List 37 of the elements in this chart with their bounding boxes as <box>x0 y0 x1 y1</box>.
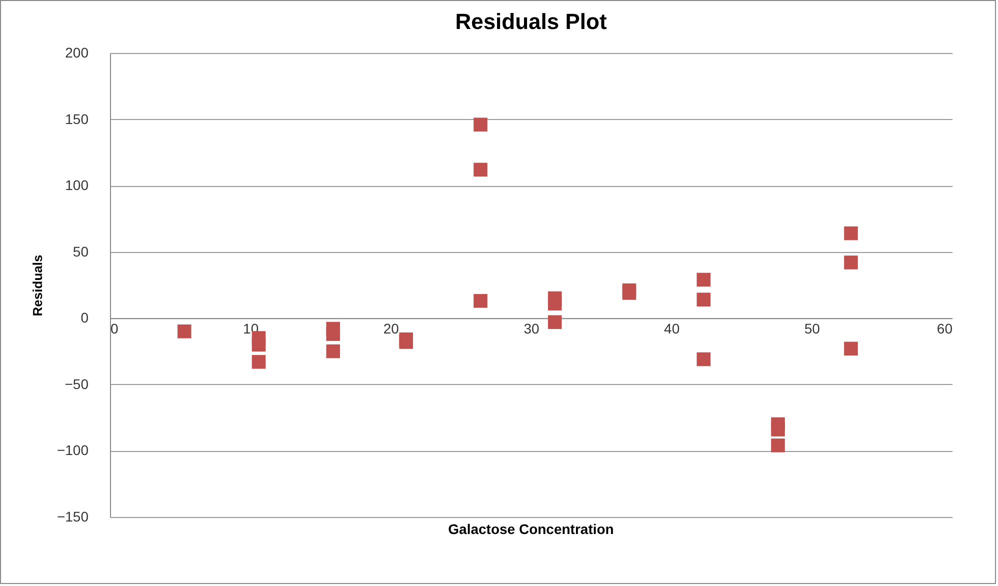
y-tick-label: 200 <box>65 44 89 60</box>
point <box>548 296 562 310</box>
point <box>696 352 710 366</box>
point <box>696 292 710 306</box>
point <box>474 118 488 132</box>
y-axis-title: Residuals <box>30 254 45 316</box>
x-tick-label: 60 <box>936 320 953 337</box>
y-tick-label: −150 <box>56 508 89 524</box>
point <box>474 294 488 308</box>
point <box>696 272 710 287</box>
point <box>844 226 858 240</box>
point <box>252 338 266 352</box>
point <box>399 335 413 349</box>
point <box>252 355 266 369</box>
point <box>771 438 785 452</box>
y-tick-label: 100 <box>65 177 89 194</box>
point <box>326 344 340 358</box>
y-tick-label: −100 <box>56 442 89 458</box>
point <box>622 283 636 298</box>
y-tick-label: 50 <box>72 243 89 260</box>
x-tick-label: 20 <box>383 320 400 337</box>
point <box>844 342 858 356</box>
y-tick-label: 150 <box>65 110 89 127</box>
x-axis-title: Galactose Concentration <box>448 521 614 537</box>
x-tick-label: 40 <box>664 320 680 337</box>
point <box>326 327 340 341</box>
chart-title: Residuals Plot <box>455 9 608 34</box>
point <box>771 422 785 436</box>
x-tick-label: 30 <box>524 320 540 337</box>
point <box>548 315 562 330</box>
point <box>474 162 488 177</box>
y-tick-label: −50 <box>64 376 89 392</box>
x-tick-label: 50 <box>804 320 820 337</box>
point <box>177 324 192 338</box>
x-tick-label: 0 <box>110 320 118 337</box>
point <box>844 256 858 270</box>
y-tick-label: 0 <box>80 310 89 326</box>
